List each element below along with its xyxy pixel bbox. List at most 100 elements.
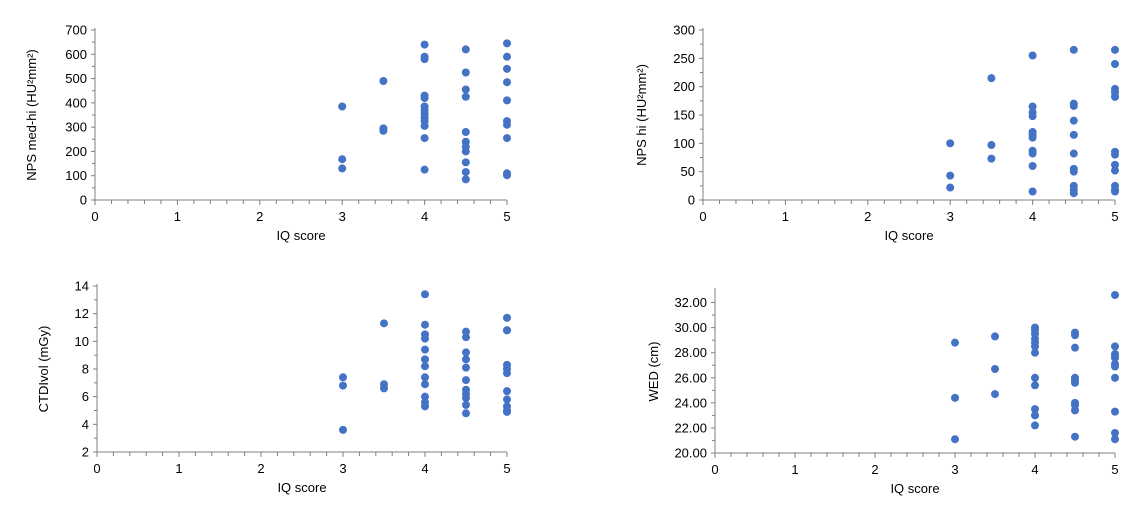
data-point bbox=[946, 183, 955, 192]
x-tick-label: 5 bbox=[503, 461, 510, 476]
data-point bbox=[461, 168, 470, 177]
data-point bbox=[1028, 187, 1037, 196]
x-tick-label: 0 bbox=[93, 461, 100, 476]
data-point bbox=[461, 147, 470, 156]
x-tick-label: 5 bbox=[503, 209, 510, 224]
data-point bbox=[987, 74, 996, 83]
x-tick-label: 3 bbox=[947, 209, 954, 224]
data-point bbox=[461, 92, 470, 101]
y-tick-label: 26.00 bbox=[674, 370, 707, 385]
y-axis-title: NPS med-hi (HU²mm²) bbox=[24, 49, 39, 180]
data-point bbox=[503, 120, 511, 129]
data-point bbox=[1111, 60, 1119, 68]
data-point bbox=[420, 40, 429, 49]
y-tick-label: 0 bbox=[688, 193, 695, 208]
data-point bbox=[462, 333, 470, 342]
data-point bbox=[420, 121, 429, 130]
x-axis-title: IQ score bbox=[884, 228, 933, 243]
y-tick-label: 500 bbox=[65, 71, 87, 86]
y-tick-label: 200 bbox=[673, 79, 695, 94]
x-tick-label: 4 bbox=[421, 461, 428, 476]
data-point bbox=[461, 68, 470, 77]
data-point bbox=[503, 369, 511, 378]
data-point bbox=[951, 393, 959, 402]
chart-wed: 0 1 2 3 4 5 20.00 22.00 24.00 26.00 28.00 30.00 32.0… bbox=[646, 288, 1119, 496]
data-point bbox=[1031, 373, 1039, 382]
data-point bbox=[420, 55, 429, 64]
data-point bbox=[462, 348, 470, 357]
data-point bbox=[1111, 160, 1119, 169]
y-tick-label: 300 bbox=[65, 120, 87, 135]
data-point bbox=[462, 327, 470, 336]
data-point bbox=[1028, 162, 1037, 170]
data-point bbox=[1031, 342, 1039, 351]
data-point bbox=[503, 64, 511, 73]
data-point bbox=[503, 395, 511, 404]
y-tick-label: 10 bbox=[75, 334, 89, 349]
x-tick-label: 4 bbox=[1031, 462, 1038, 477]
data-point bbox=[503, 78, 511, 87]
data-point bbox=[420, 94, 429, 102]
data-point bbox=[1028, 102, 1037, 111]
data-point bbox=[503, 313, 511, 322]
x-tick-label: 1 bbox=[791, 462, 798, 477]
data-point bbox=[338, 155, 347, 164]
data-point bbox=[951, 435, 959, 444]
data-point bbox=[1111, 407, 1119, 416]
data-point bbox=[1069, 149, 1078, 158]
data-point bbox=[1071, 331, 1079, 340]
data-point bbox=[503, 407, 511, 416]
y-tick-label: 250 bbox=[673, 51, 695, 66]
y-tick-label: 12 bbox=[75, 306, 89, 321]
data-point bbox=[991, 364, 999, 373]
data-point bbox=[503, 134, 511, 143]
data-point bbox=[1111, 342, 1119, 351]
x-tick-label: 4 bbox=[421, 209, 428, 224]
y-tick-label: 20.00 bbox=[674, 446, 707, 461]
x-tick-label: 2 bbox=[864, 209, 871, 224]
data-point bbox=[1069, 167, 1078, 176]
data-point bbox=[421, 320, 429, 329]
data-point bbox=[1111, 353, 1119, 362]
data-point bbox=[503, 96, 511, 105]
data-point bbox=[421, 355, 429, 364]
data-point bbox=[987, 154, 996, 163]
data-point bbox=[503, 52, 511, 61]
y-tick-label: 4 bbox=[82, 417, 89, 432]
y-tick-label: 22.00 bbox=[674, 420, 707, 435]
y-tick-label: 300 bbox=[673, 23, 695, 38]
y-tick-label: 14 bbox=[75, 279, 89, 294]
data-point bbox=[421, 392, 429, 401]
x-axis-title: IQ score bbox=[890, 481, 939, 496]
data-point bbox=[338, 164, 347, 173]
data-point bbox=[380, 319, 388, 328]
data-point bbox=[1071, 432, 1079, 441]
y-tick-label: 100 bbox=[65, 168, 87, 183]
data-point bbox=[1111, 166, 1119, 175]
x-tick-label: 3 bbox=[339, 461, 346, 476]
y-tick-label: 6 bbox=[82, 389, 89, 404]
y-tick-label: 30.00 bbox=[674, 320, 707, 335]
data-point bbox=[1031, 405, 1039, 414]
x-tick-label: 1 bbox=[175, 461, 182, 476]
data-point bbox=[1031, 421, 1039, 430]
data-point bbox=[462, 400, 470, 409]
x-tick-label: 0 bbox=[91, 209, 98, 224]
data-point bbox=[462, 409, 470, 418]
data-point bbox=[379, 77, 388, 85]
x-tick-label: 2 bbox=[256, 209, 263, 224]
data-point bbox=[1111, 435, 1119, 444]
data-point bbox=[1031, 381, 1039, 390]
data-point bbox=[1069, 101, 1078, 110]
y-tick-label: 50 bbox=[681, 164, 695, 179]
data-point bbox=[951, 338, 959, 347]
data-point bbox=[462, 355, 470, 364]
data-point bbox=[1111, 45, 1119, 54]
data-point bbox=[1069, 116, 1078, 125]
x-tick-label: 0 bbox=[711, 462, 718, 477]
x-tick-label: 2 bbox=[871, 462, 878, 477]
data-point bbox=[462, 394, 470, 403]
x-tick-label: 2 bbox=[257, 461, 264, 476]
